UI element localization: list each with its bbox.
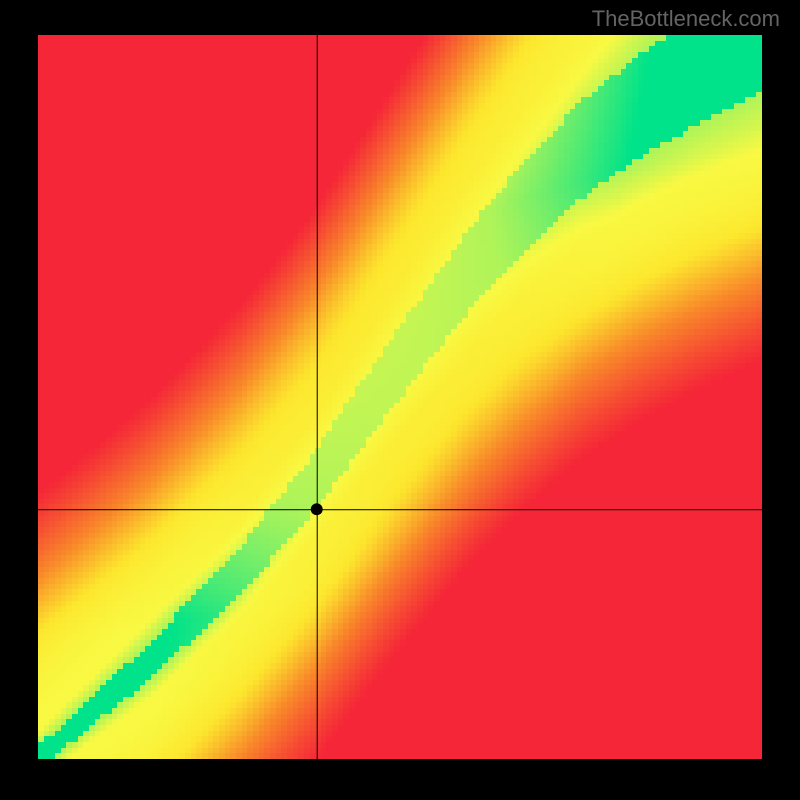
bottleneck-heatmap-canvas bbox=[0, 0, 800, 800]
watermark-text: TheBottleneck.com bbox=[592, 6, 780, 32]
chart-container: TheBottleneck.com bbox=[0, 0, 800, 800]
